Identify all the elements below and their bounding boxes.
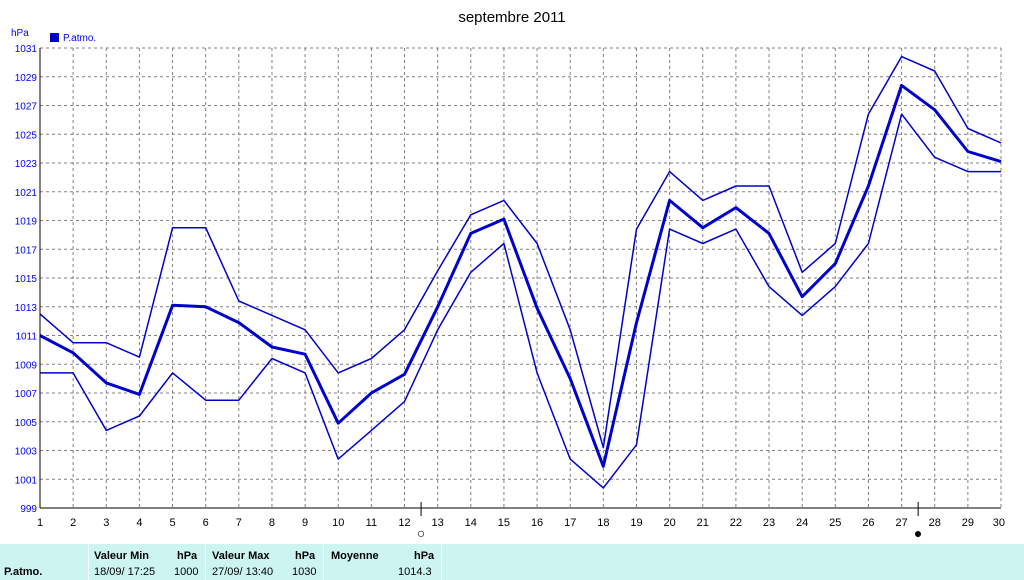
x-tick-label: 22 xyxy=(730,517,742,529)
x-axis-ticks: 1 2 3 4 5 6 7 8 9 10 11 12 13 14 15 16 17 18 19 20 21 22 23 24 2… xyxy=(37,517,1005,529)
x-tick-label: 15 xyxy=(498,517,510,529)
y-tick-label: 1019 xyxy=(15,217,38,228)
y-tick-label: 1027 xyxy=(15,102,38,113)
max-date: 27/09/ 13:40 xyxy=(212,566,274,578)
y-tick-label: 1023 xyxy=(15,159,38,170)
x-tick-label: 23 xyxy=(763,517,775,529)
x-tick-label: 5 xyxy=(169,517,175,529)
y-tick-label: 1021 xyxy=(15,188,38,199)
y-tick-label: 1007 xyxy=(15,389,38,400)
grid xyxy=(40,47,1002,508)
x-tick-label: 3 xyxy=(103,517,109,529)
x-tick-label: 11 xyxy=(366,517,377,529)
pressure-chart: septembre 2011 hPa P.atmo. 999 1001 1003 10… xyxy=(11,9,1005,541)
y-tick-label: 1017 xyxy=(15,245,38,256)
y-tick-label: 999 xyxy=(20,504,37,515)
x-tick-label: 25 xyxy=(829,517,841,529)
x-tick-label: 2 xyxy=(70,517,76,529)
x-tick-label: 30 xyxy=(993,517,1005,529)
divider xyxy=(441,544,442,580)
divider xyxy=(205,544,206,580)
x-tick-label: 21 xyxy=(697,517,709,529)
x-tick-label: 4 xyxy=(136,517,142,529)
min-value: 1000 xyxy=(174,566,199,578)
row-label: P.atmo. xyxy=(4,566,43,578)
y-tick-label: 1029 xyxy=(15,73,38,84)
moon-phase-new-icon: ● xyxy=(914,525,922,541)
min-unit-header: hPa xyxy=(177,550,198,562)
x-tick-label: 10 xyxy=(332,517,344,529)
y-axis-unit: hPa xyxy=(11,28,29,39)
min-header: Valeur Min xyxy=(94,550,150,562)
x-tick-label: 17 xyxy=(564,517,576,529)
x-tick-label: 19 xyxy=(630,517,642,529)
mean-header: Moyenne xyxy=(331,550,379,562)
y-tick-label: 1015 xyxy=(15,274,38,285)
divider xyxy=(323,544,324,580)
chart-title: septembre 2011 xyxy=(458,9,565,26)
y-axis-ticks: 999 1001 1003 1005 1007 1009 1011 1013 1015 1017 1… xyxy=(15,44,38,515)
mean-value: 1014.3 xyxy=(398,566,432,578)
y-tick-label: 1031 xyxy=(15,44,38,55)
y-tick-label: 1003 xyxy=(15,447,38,458)
max-header: Valeur Max xyxy=(212,550,270,562)
divider xyxy=(88,544,89,580)
x-tick-label: 27 xyxy=(895,517,907,529)
x-tick-label: 6 xyxy=(203,517,209,529)
y-tick-label: 1005 xyxy=(15,418,38,429)
x-tick-label: 20 xyxy=(663,517,675,529)
x-tick-label: 26 xyxy=(862,517,874,529)
y-tick-label: 1011 xyxy=(15,332,37,343)
x-tick-label: 1 xyxy=(37,517,43,529)
x-tick-label: 14 xyxy=(465,517,477,529)
x-tick-label: 28 xyxy=(929,517,941,529)
y-tick-label: 1009 xyxy=(15,360,38,371)
series-line-mean xyxy=(39,83,1002,468)
x-tick-label: 29 xyxy=(962,517,974,529)
x-tick-label: 8 xyxy=(269,517,275,529)
x-tick-label: 7 xyxy=(236,517,242,529)
x-tick-label: 9 xyxy=(302,517,308,529)
x-tick-label: 18 xyxy=(597,517,609,529)
summary-table: P.atmo. Valeur Min hPa 18/09/ 17:25 1000… xyxy=(0,544,1024,580)
min-date: 18/09/ 17:25 xyxy=(94,566,156,578)
series-line-min xyxy=(40,113,1001,489)
y-tick-label: 1001 xyxy=(15,475,38,486)
y-tick-label: 1013 xyxy=(15,303,38,314)
moon-phase-markers: ○ ● xyxy=(417,502,922,541)
x-tick-label: 24 xyxy=(796,517,808,529)
legend-label: P.atmo. xyxy=(63,33,96,44)
series-lines xyxy=(39,55,1002,489)
x-tick-label: 12 xyxy=(398,517,410,529)
max-unit-header: hPa xyxy=(295,550,316,562)
legend-swatch xyxy=(50,33,59,42)
y-tick-label: 1025 xyxy=(15,130,38,141)
max-value: 1030 xyxy=(292,566,317,578)
x-tick-label: 16 xyxy=(531,517,543,529)
series-line-max xyxy=(39,55,1002,449)
x-tick-label: 13 xyxy=(432,517,444,529)
moon-phase-full-icon: ○ xyxy=(417,525,425,541)
mean-unit-header: hPa xyxy=(414,550,435,562)
